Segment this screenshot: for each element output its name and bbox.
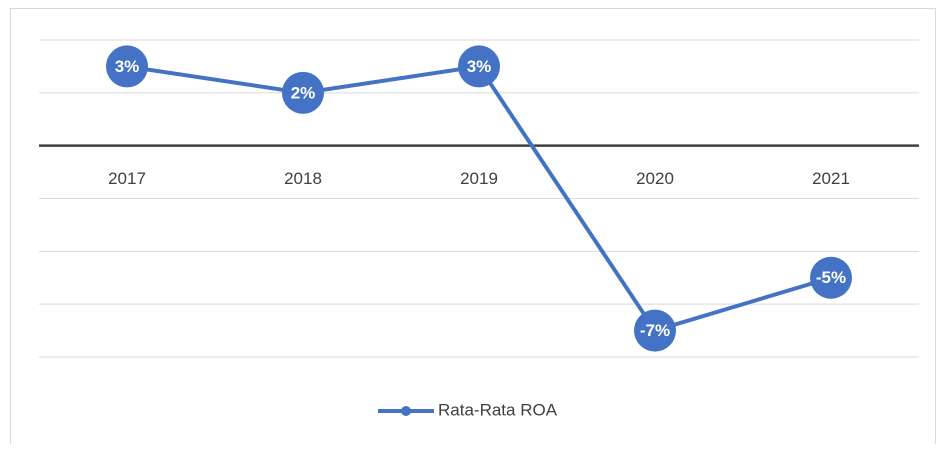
data-label: 2% (291, 83, 316, 102)
legend-marker (401, 406, 411, 416)
point-marker (634, 309, 676, 352)
x-tick-label: 2021 (812, 169, 850, 188)
data-label: -5% (816, 268, 846, 287)
x-tick-label: 2017 (108, 169, 146, 188)
point-marker (282, 71, 324, 114)
x-tick-label: 2018 (284, 169, 322, 188)
x-tick-label: 2019 (460, 169, 498, 188)
data-label: 3% (467, 57, 492, 76)
data-label: -7% (640, 321, 670, 340)
point-marker (810, 256, 852, 299)
x-tick-label: 2020 (636, 169, 674, 188)
point-marker (458, 45, 500, 88)
point-marker (106, 45, 148, 88)
data-label: 3% (115, 57, 140, 76)
legend-label: Rata-Rata ROA (438, 400, 558, 419)
